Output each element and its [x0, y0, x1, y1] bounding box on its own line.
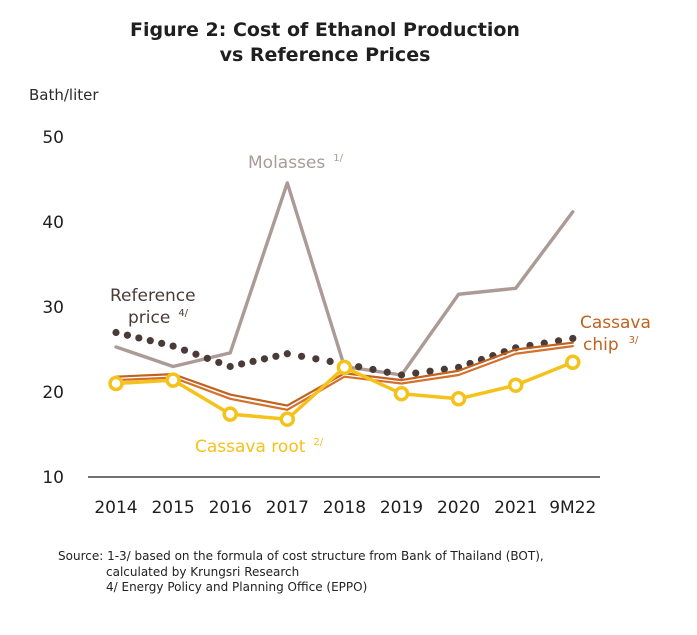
reference-price-dot	[226, 362, 234, 371]
reference-price-dot	[238, 360, 246, 368]
chart-title-line2: vs Reference Prices	[219, 44, 431, 66]
x-tick-label: 2018	[323, 498, 366, 518]
cassava-root-marker	[279, 411, 296, 427]
reference-price-dot	[326, 357, 334, 365]
reference-price-dot	[554, 337, 563, 345]
cassava-root-marker	[565, 354, 581, 370]
reference-price-dot	[426, 367, 434, 375]
reference-price-dot	[397, 371, 406, 379]
x-tick-label: 2016	[209, 498, 252, 518]
reference-price-dot	[369, 365, 377, 374]
cassava-root-marker	[108, 375, 124, 392]
cassava-root-marker	[336, 359, 353, 376]
x-tick-label: 2021	[494, 498, 537, 518]
reference-price-dot	[383, 368, 391, 376]
reference-price-dot	[123, 331, 132, 339]
cassava-chip-lower-line	[114, 345, 574, 411]
series-layer	[108, 181, 581, 427]
cassava-root-marker	[165, 372, 181, 388]
reference-price-dot	[355, 363, 363, 371]
reference-price-dot	[440, 365, 448, 373]
x-axis-ticks: 2014 2015 2016 2017 2018 2019 2020 2021 9M22	[94, 498, 596, 518]
reference-price-dot	[158, 339, 166, 347]
cassava-root-marker	[450, 391, 467, 407]
reference-price-dot	[569, 334, 577, 343]
chart-title-line1: Figure 2: Cost of Ethanol Production	[130, 19, 520, 41]
y-tick-label: 50	[42, 128, 64, 148]
cassava-chip-label-line1: Cassava	[580, 313, 651, 333]
reference-price-dot	[297, 352, 306, 360]
x-tick-label: 2014	[94, 498, 137, 518]
reference-price-dot	[169, 342, 177, 350]
reference-price-dot	[249, 357, 257, 365]
reference-price-dot	[180, 346, 189, 354]
y-tick-label: 10	[42, 468, 64, 488]
reference-price-label-line2: price 4/	[128, 308, 189, 328]
y-tick-label: 20	[42, 383, 64, 403]
cassava-root-marker	[507, 377, 524, 393]
cassava-root-marker	[393, 385, 410, 402]
reference-price-dot	[146, 337, 154, 345]
y-axis-ticks: 10 20 30 40 50	[42, 128, 64, 488]
cassava-root-marker	[222, 406, 238, 422]
x-tick-label: 2015	[151, 498, 194, 518]
y-tick-label: 30	[42, 298, 64, 318]
source-line1: Source: 1-3/ based on the formula of cos…	[58, 549, 544, 563]
x-tick-label: 2017	[266, 498, 309, 518]
source-line3: 4/ Energy Policy and Planning Office (EP…	[106, 580, 368, 594]
y-tick-label: 40	[42, 213, 64, 233]
reference-price-dot	[260, 355, 269, 363]
reference-price-dot	[312, 355, 320, 363]
chart-title: Figure 2: Cost of Ethanol Production vs …	[0, 18, 650, 68]
x-tick-label: 2020	[437, 498, 480, 518]
source-line2: calculated by Krungsri Research	[106, 564, 300, 579]
reference-price-dot	[412, 369, 420, 377]
molasses-line	[114, 181, 575, 377]
reference-price-dot	[135, 334, 143, 342]
molasses-label: Molasses 1/	[248, 153, 344, 173]
reference-price-dot	[283, 350, 291, 358]
reference-price-dot	[112, 328, 120, 337]
x-tick-label: 9M22	[549, 498, 596, 518]
reference-price-dot	[272, 352, 280, 360]
cassava-chip-label-line2: chip 3/	[583, 335, 639, 355]
reference-price-dot	[192, 350, 200, 358]
reference-price-dot	[215, 358, 223, 367]
y-axis-unit: Bath/liter	[29, 86, 99, 104]
series-labels: Molasses 1/ Reference price 4/ Cassava chi…	[110, 153, 651, 457]
source-note: Source: 1-3/ based on the formula of cos…	[58, 549, 544, 596]
reference-price-label-line1: Reference	[110, 286, 196, 306]
reference-price-dot	[203, 354, 211, 362]
cassava-root-label: Cassava root 2/	[195, 437, 324, 457]
x-tick-label: 2019	[380, 498, 423, 518]
